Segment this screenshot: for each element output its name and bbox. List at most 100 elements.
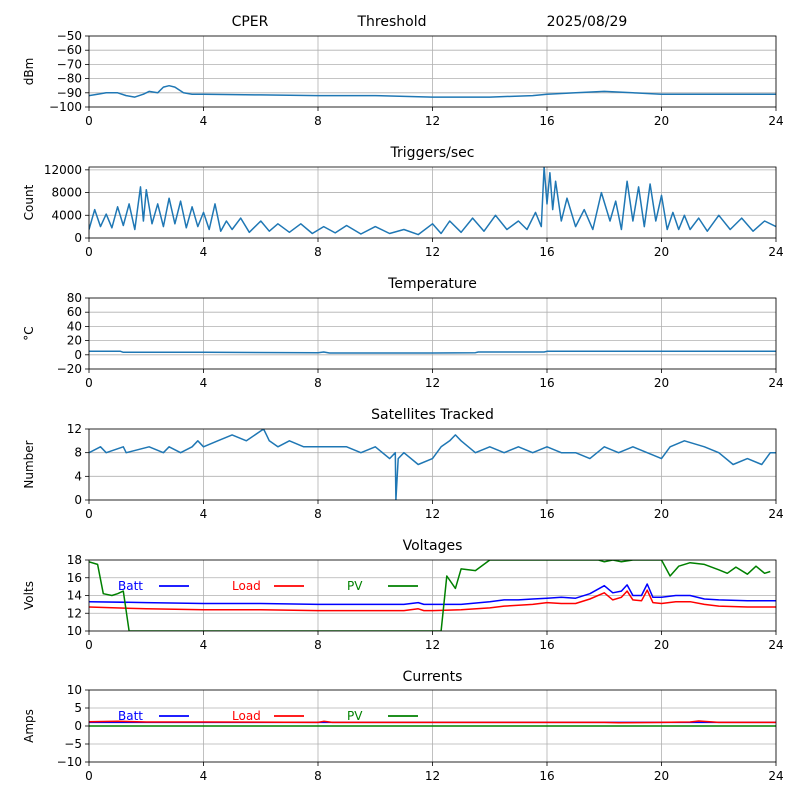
x-tick-label: 20: [654, 769, 669, 783]
x-tick-label: 0: [85, 507, 93, 521]
x-tick-label: 12: [425, 114, 440, 128]
panel-title: Triggers/sec: [390, 145, 475, 161]
panel-title: Temperature: [387, 276, 477, 292]
x-tick-label: 8: [314, 769, 322, 783]
x-tick-label: 24: [768, 507, 783, 521]
x-tick-label: 0: [85, 769, 93, 783]
x-tick-label: 4: [200, 769, 208, 783]
x-tick-label: 8: [314, 376, 322, 390]
y-tick-label: 10: [67, 683, 82, 697]
chart-panel-0: 0 4 8 12 16 20 24 −100−90−80−70−60−50 dBm: [22, 29, 784, 128]
y-tick-label: 8: [74, 446, 82, 460]
y-axis-label: °C: [22, 326, 36, 340]
x-tick-label: 0: [85, 114, 93, 128]
y-tick-label: 16: [67, 571, 82, 585]
header-station: CPER: [232, 14, 269, 30]
x-tick-label: 24: [768, 245, 783, 259]
x-tick-label: 4: [200, 376, 208, 390]
header-mode: Threshold: [357, 14, 427, 30]
y-tick-label: −100: [49, 100, 82, 114]
x-tick-label: 16: [539, 114, 554, 128]
x-tick-label: 24: [768, 769, 783, 783]
chart-panel-5: 0 4 8 12 16 20 24 −10 −5 0 5 10 Currents Amps Batt Load…: [22, 669, 784, 783]
legend-label-load: Load: [232, 709, 261, 723]
chart-panel-1: 0 4 8 12 16 20 24 0 4000 8000 12000 Triggers/sec Cou…: [22, 145, 784, 259]
x-tick-label: 20: [654, 507, 669, 521]
x-tick-label: 20: [654, 114, 669, 128]
series-group: [89, 350, 776, 354]
y-tick-label: 4000: [51, 208, 82, 222]
x-tick-label: 4: [200, 638, 208, 652]
x-tick-label: 24: [768, 114, 783, 128]
x-tick-label: 12: [425, 507, 440, 521]
series-line-load: [89, 720, 776, 724]
x-tick-label: 8: [314, 245, 322, 259]
header-date: 2025/08/29: [547, 14, 628, 30]
y-tick-label: 20: [67, 334, 82, 348]
x-tick-label: 12: [425, 769, 440, 783]
series-group: [89, 84, 776, 98]
series-line-pv: [89, 560, 771, 631]
y-tick-label: −90: [57, 86, 82, 100]
y-axis-label: Amps: [22, 709, 36, 743]
series-line-0: [89, 350, 776, 354]
y-tick-label: 12000: [44, 163, 82, 177]
y-tick-label: 5: [74, 701, 82, 715]
y-tick-label: 80: [67, 291, 82, 305]
y-axis-label: dBm: [22, 58, 36, 86]
x-tick-label: 24: [768, 376, 783, 390]
y-tick-label: 0: [74, 493, 82, 507]
y-tick-label: −50: [57, 29, 82, 43]
series-line-0: [89, 84, 776, 98]
grid: [88, 297, 777, 370]
x-tick-label: 16: [539, 638, 554, 652]
grid: [88, 167, 777, 239]
x-tick-label: 24: [768, 638, 783, 652]
x-tick-label: 4: [200, 245, 208, 259]
x-tick-label: 8: [314, 507, 322, 521]
y-tick-label: 0: [74, 231, 82, 245]
series-line-load: [89, 589, 776, 612]
x-tick-label: 12: [425, 376, 440, 390]
y-tick-label: 10: [67, 624, 82, 638]
x-tick-label: 16: [539, 245, 554, 259]
y-tick-label: 8000: [51, 186, 82, 200]
legend-label-batt: Batt: [118, 579, 143, 593]
panel-title: Currents: [403, 669, 463, 685]
y-tick-label: −5: [64, 737, 82, 751]
y-tick-label: −20: [57, 362, 82, 376]
x-tick-label: 12: [425, 638, 440, 652]
chart-panel-4: 0 4 8 12 16 20 24 10 12 14 16 18 Voltages Volts Batt Lo…: [22, 538, 784, 652]
legend-label-pv: PV: [347, 579, 363, 593]
series-line-batt: [89, 583, 776, 606]
x-tick-label: 20: [654, 638, 669, 652]
x-tick-label: 16: [539, 376, 554, 390]
x-tick-label: 0: [85, 245, 93, 259]
legend-label-load: Load: [232, 579, 261, 593]
x-tick-label: 16: [539, 769, 554, 783]
series-group: [89, 720, 776, 727]
y-tick-label: −80: [57, 72, 82, 86]
series-group: [89, 167, 776, 236]
grid: [88, 428, 777, 501]
x-tick-label: 0: [85, 638, 93, 652]
legend-label-pv: PV: [347, 709, 363, 723]
x-tick-label: 4: [200, 114, 208, 128]
y-axis-label: Number: [22, 440, 36, 488]
panel-title: Satellites Tracked: [371, 407, 494, 423]
y-tick-label: 0: [74, 348, 82, 362]
x-tick-label: 0: [85, 376, 93, 390]
x-tick-label: 8: [314, 638, 322, 652]
y-tick-label: −70: [57, 57, 82, 71]
x-tick-label: 12: [425, 245, 440, 259]
panel-title: Voltages: [403, 538, 463, 554]
y-axis-label: Volts: [22, 581, 36, 610]
y-tick-label: 14: [67, 589, 82, 603]
series-group: [89, 560, 776, 631]
y-axis-label: Count: [22, 184, 36, 220]
y-tick-label: −60: [57, 43, 82, 57]
y-tick-label: 12: [67, 422, 82, 436]
